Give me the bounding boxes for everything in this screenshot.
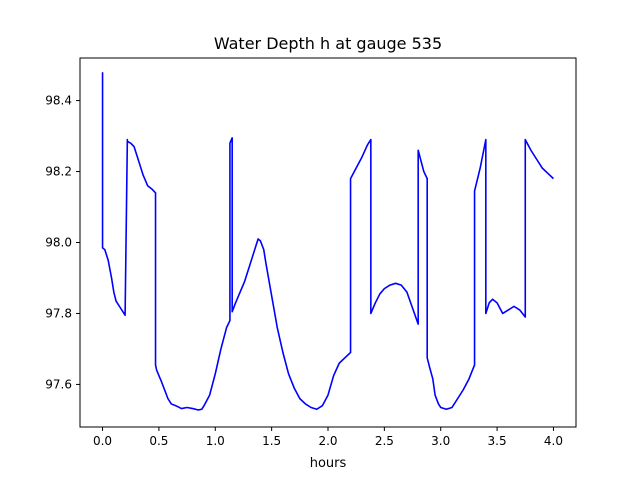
x-tick-label: 1.5 [262, 434, 281, 448]
x-tick-label: 3.5 [488, 434, 507, 448]
x-tick-label: 1.0 [206, 434, 225, 448]
y-tick-label: 97.6 [45, 377, 72, 391]
x-tick-label: 4.0 [544, 434, 563, 448]
y-axis: 97.6 97.8 98.0 98.2 98.4 [45, 94, 80, 391]
x-axis-label: hours [310, 456, 347, 471]
series-layer [101, 72, 554, 411]
x-tick-label: 3.0 [431, 434, 450, 448]
x-tick-label: 0.0 [93, 434, 112, 448]
x-axis: 0.0 0.5 1.0 1.5 2.0 2.5 3.0 3.5 4.0 [93, 427, 563, 448]
x-tick-label: 2.0 [318, 434, 337, 448]
x-tick-label: 2.5 [375, 434, 394, 448]
x-tick-label: 0.5 [149, 434, 168, 448]
y-tick-label: 98.4 [45, 94, 72, 108]
plot-frame [79, 57, 577, 428]
plot-area: 0.0 0.5 1.0 1.5 2.0 2.5 3.0 3.5 4.0 97.6 97.8 98.0… [45, 57, 577, 448]
y-tick-label: 97.8 [45, 306, 72, 320]
series-line [101, 72, 554, 411]
chart-title: Water Depth h at gauge 535 [214, 34, 442, 53]
y-tick-label: 98.0 [45, 236, 72, 250]
y-tick-label: 98.2 [45, 165, 72, 179]
